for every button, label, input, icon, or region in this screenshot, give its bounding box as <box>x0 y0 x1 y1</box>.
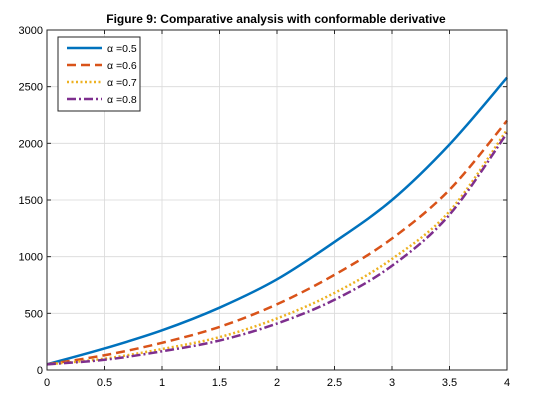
x-tick-label: 1.5 <box>212 377 227 389</box>
chart-title: Figure 9: Comparative analysis with conf… <box>106 12 446 26</box>
x-tick-label: 2.5 <box>327 377 342 389</box>
x-tick-label: 3 <box>389 377 395 389</box>
x-tick-label: 2 <box>274 377 280 389</box>
x-tick-label: 3.5 <box>442 377 457 389</box>
y-tick-label: 2500 <box>19 82 43 94</box>
series-line-3 <box>46 129 509 366</box>
legend-label-1: α =0.5 <box>107 43 137 55</box>
y-tick-label: 3000 <box>19 25 43 37</box>
series-line-4 <box>46 132 509 366</box>
x-tick-label: 0.5 <box>97 377 112 389</box>
x-tick-label: 1 <box>159 377 165 389</box>
axis-ticks: 0 0.5 1 1.5 2 2.5 3 3.5 4 0 500 1000 1500 2000 2500 300… <box>19 25 511 389</box>
x-tick-label: 4 <box>504 377 510 389</box>
y-tick-label: 2000 <box>19 138 43 150</box>
legend-label-3: α =0.7 <box>107 77 137 89</box>
y-tick-label: 1500 <box>19 195 43 207</box>
series-line-1 <box>46 76 508 366</box>
series-lines <box>46 76 509 366</box>
series-line-2 <box>46 119 508 366</box>
legend-label-4: α =0.8 <box>107 94 137 106</box>
legend-label-2: α =0.6 <box>107 60 137 72</box>
x-tick-label: 0 <box>44 377 50 389</box>
legend: α =0.5 α =0.6 α =0.7 α =0.8 <box>57 36 141 112</box>
y-tick-label: 1000 <box>19 252 43 264</box>
y-tick-label: 500 <box>25 308 43 320</box>
y-tick-label: 0 <box>37 365 43 377</box>
